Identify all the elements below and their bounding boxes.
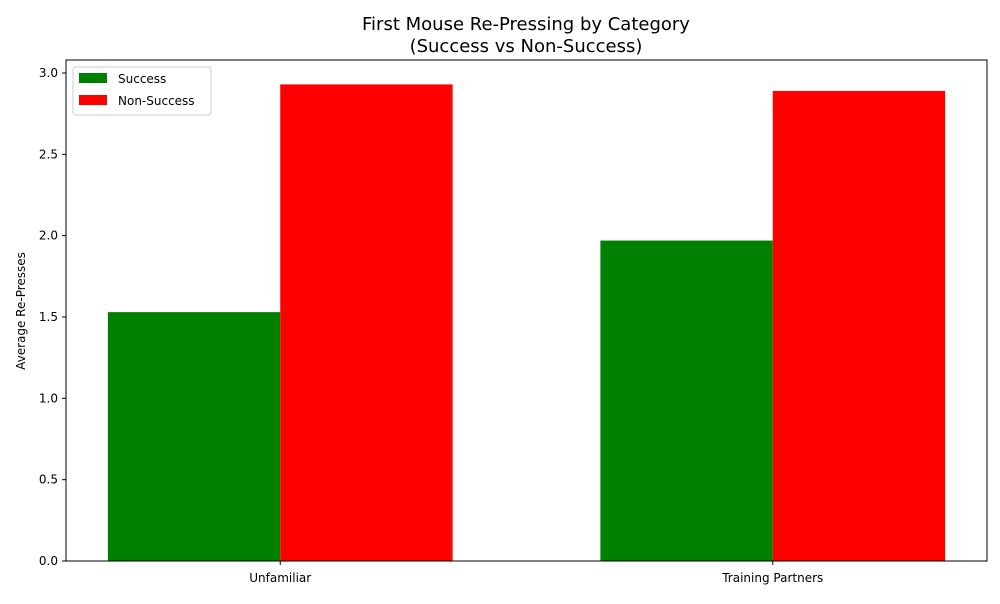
x-tick-label: Training Partners [721, 571, 823, 585]
bar-success-training-partners [600, 240, 773, 561]
y-tick-label: 0.0 [39, 554, 58, 568]
y-tick-label: 3.0 [39, 66, 58, 80]
x-tick-label: Unfamiliar [249, 571, 311, 585]
legend-label-non-success: Non-Success [118, 94, 195, 108]
legend-swatch-non-success [79, 95, 107, 105]
bar-non-success-training-partners [772, 90, 946, 561]
plot-frame [65, 59, 988, 562]
x-ticks-group: Unfamiliar Training Partners [249, 561, 823, 585]
chart-title-line-1: First Mouse Re-Pressing by Category [362, 14, 690, 35]
y-tick-label: 1.0 [39, 391, 58, 405]
bar-success-unfamiliar [107, 312, 281, 561]
bars-group [107, 84, 946, 562]
legend: Success Non-Success [72, 66, 212, 116]
chart-title-line-2: (Success vs Non-Success) [410, 36, 643, 57]
legend-box [72, 66, 212, 116]
y-ticks-group: 0.0 0.5 1.0 1.5 2.0 2.5 3.0 [39, 66, 66, 568]
legend-label-success: Success [118, 72, 166, 86]
y-tick-label: 0.5 [39, 473, 58, 487]
y-tick-label: 2.5 [39, 147, 58, 161]
y-axis-label: Average Re-Presses [14, 252, 28, 370]
y-tick-label: 2.0 [39, 229, 58, 243]
legend-swatch-success [79, 73, 107, 83]
y-tick-label: 1.5 [39, 310, 58, 324]
bar-non-success-unfamiliar [280, 84, 453, 562]
